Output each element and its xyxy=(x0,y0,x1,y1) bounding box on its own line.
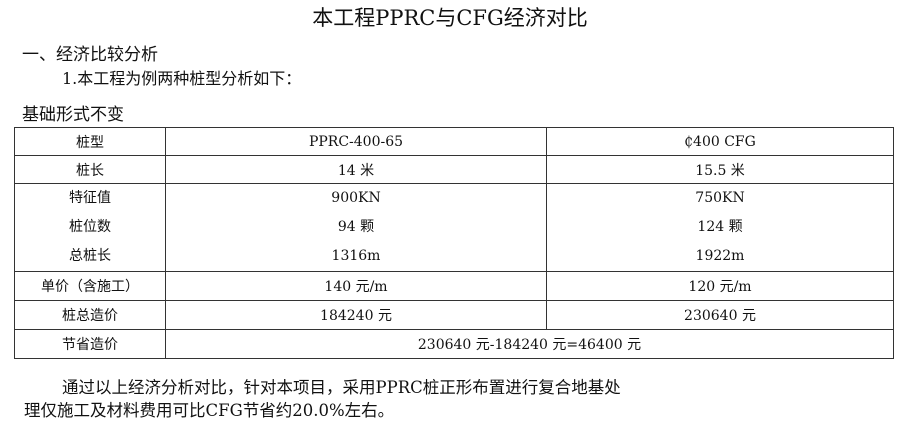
table-row: 单价（含施工） 140 元/m 120 元/m xyxy=(14,271,894,301)
page-title: 本工程PPRC与CFG经济对比 xyxy=(312,6,588,30)
cell: 750KN xyxy=(695,190,745,206)
cell: 94 颗 xyxy=(337,219,375,235)
cell: 124 颗 xyxy=(697,219,743,235)
sub-heading: 1.本工程为例两种桩型分析如下： xyxy=(62,69,302,88)
row-label: 节省造价 xyxy=(14,329,166,359)
cell: 750KN 124 颗 1922m xyxy=(546,183,894,272)
table-row: 桩长 14 米 15.5 米 xyxy=(14,155,894,184)
table-row: 桩总造价 184240 元 230640 元 xyxy=(14,300,894,330)
cell: 140 元/m xyxy=(165,271,547,301)
cell: 184240 元 xyxy=(165,300,547,330)
cell: 15.5 米 xyxy=(546,155,894,184)
row-label: 特征值 桩位数 总桩长 xyxy=(14,183,166,272)
cell: 14 米 xyxy=(165,155,547,184)
header-cell: PPRC-400-65 xyxy=(165,127,547,156)
cell: 1922m xyxy=(695,248,745,264)
row-label: 单价（含施工） xyxy=(14,271,166,301)
table-caption: 基础形式不变 xyxy=(22,105,124,125)
row-label: 桩总造价 xyxy=(14,300,166,330)
cell: 900KN 94 颗 1316m xyxy=(165,183,547,272)
savings-value: 230640 元-184240 元=46400 元 xyxy=(165,329,894,359)
row-label: 桩位数 xyxy=(69,219,111,235)
table-row: 特征值 桩位数 总桩长 900KN 94 颗 1316m 750KN 124 颗… xyxy=(14,183,894,272)
cell: 1316m xyxy=(331,248,381,264)
row-label: 特征值 xyxy=(69,190,111,206)
header-cell: 桩型 xyxy=(14,127,166,156)
section-heading: 一、经济比较分析 xyxy=(22,45,158,65)
conclusion-text: 通过以上经济分析对比，针对本项目，采用PPRC桩正形布置进行复合地基处 xyxy=(62,378,621,397)
table-header-row: 桩型 PPRC-400-65 ₵400 CFG xyxy=(14,127,894,156)
conclusion-text: 理仅施工及材料费用可比CFG节省约20.0%左右。 xyxy=(24,401,395,420)
cell: 900KN xyxy=(331,190,381,206)
header-cell: ₵400 CFG xyxy=(546,127,894,156)
cell: 120 元/m xyxy=(546,271,894,301)
savings-row: 节省造价 230640 元-184240 元=46400 元 xyxy=(14,329,894,359)
row-label: 桩长 xyxy=(14,155,166,184)
row-label: 总桩长 xyxy=(69,248,111,264)
comparison-table: 桩型 PPRC-400-65 ₵400 CFG 桩长 14 米 15.5 米 特… xyxy=(14,127,894,359)
cell: 230640 元 xyxy=(546,300,894,330)
